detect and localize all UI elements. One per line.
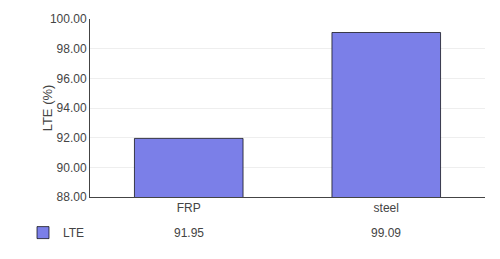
svg-text:steel: steel: [374, 201, 399, 215]
svg-text:96.00: 96.00: [57, 72, 87, 86]
svg-text:LTE: LTE: [63, 226, 84, 240]
svg-text:92.00: 92.00: [57, 131, 87, 145]
svg-text:98.00: 98.00: [57, 42, 87, 56]
svg-text:LTE (%): LTE (%): [40, 85, 55, 132]
svg-text:94.00: 94.00: [57, 101, 87, 115]
svg-text:100.00: 100.00: [50, 12, 87, 26]
svg-text:88.00: 88.00: [57, 190, 87, 204]
svg-text:91.95: 91.95: [174, 226, 204, 240]
svg-text:FRP: FRP: [177, 201, 201, 215]
svg-text:99.09: 99.09: [371, 226, 401, 240]
svg-text:90.00: 90.00: [57, 161, 87, 175]
